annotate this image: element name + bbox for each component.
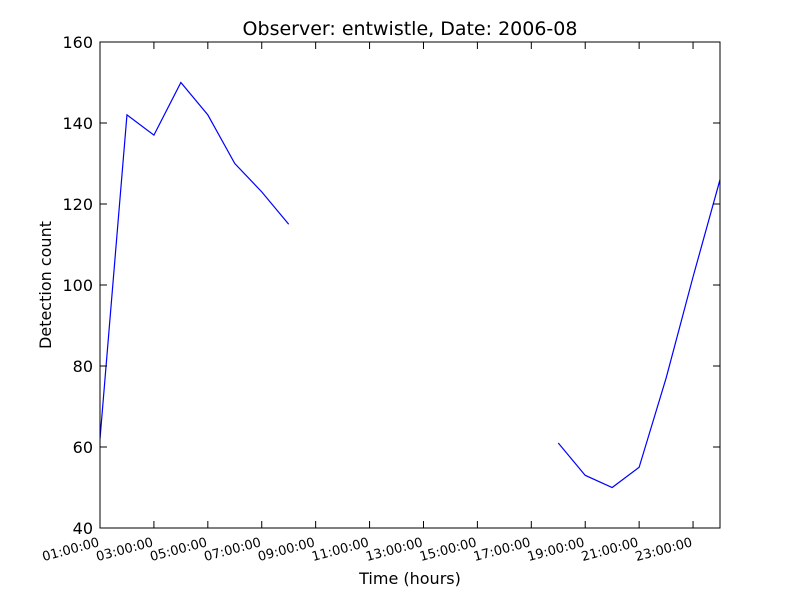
x-tick-label: 09:00:00 [256,535,316,565]
series-line-segment-2 [557,179,720,489]
series-line-segment-1 [100,81,290,439]
x-tick-label: 13:00:00 [364,535,424,565]
y-tick-label: 40 [73,519,93,538]
ticks-layer: 40 60 80 100 120 140 160 01:00:0003:00:0005:00:… [41,33,720,565]
x-axis-label: Time (hours) [358,569,461,588]
x-tick-label: 19:00:00 [526,535,586,565]
x-tick-label: 07:00:00 [202,535,262,565]
x-tick-label: 01:00:00 [41,535,101,565]
y-tick-label: 80 [73,357,93,376]
chart-title: Observer: entwistle, Date: 2006-08 [243,18,578,40]
y-axis-label: Detection count [36,221,55,349]
y-tick-label: 140 [62,114,93,133]
x-tick-label: 05:00:00 [149,535,209,565]
x-tick-label: 03:00:00 [95,535,155,565]
x-tick-label: 11:00:00 [310,535,370,565]
x-tick-label: 17:00:00 [472,535,532,565]
x-tick-label: 21:00:00 [580,535,640,565]
plot-frame [99,41,721,529]
y-tick-label: 100 [62,276,93,295]
x-tick-label: 15:00:00 [418,535,478,565]
series-layer [100,81,720,489]
y-tick-label: 120 [62,195,93,214]
x-tick-label: 23:00:00 [634,535,694,565]
y-tick-label: 160 [62,33,93,52]
y-tick-label: 60 [73,438,93,457]
